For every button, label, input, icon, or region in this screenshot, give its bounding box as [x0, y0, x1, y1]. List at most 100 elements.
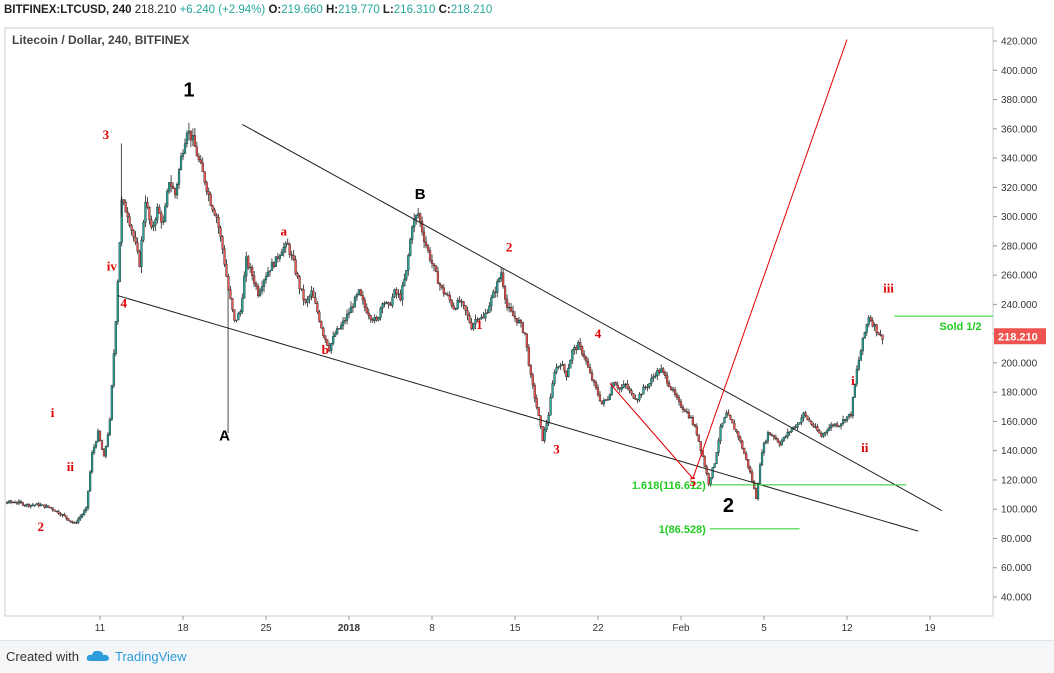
y-tick-label: 400.000	[1001, 66, 1038, 77]
wave-label-minor: iv	[107, 259, 118, 274]
candle-body	[413, 218, 416, 228]
y-tick-label: 140.000	[1001, 446, 1038, 457]
candle-body	[498, 278, 501, 282]
candle-body	[233, 309, 236, 321]
candle-body	[403, 278, 406, 286]
candle-body	[116, 281, 119, 322]
candle-body	[29, 504, 32, 507]
candle-body	[170, 182, 173, 187]
candle-body	[579, 342, 582, 347]
candle-body	[156, 206, 159, 221]
candle-body	[61, 514, 64, 516]
candle-body	[23, 504, 27, 507]
candle-body	[361, 295, 364, 301]
candle-body	[470, 322, 473, 330]
candle-body	[592, 379, 596, 383]
sold-label: Sold 1/2	[939, 321, 981, 333]
x-tick-label: 18	[177, 623, 189, 634]
candle-body	[253, 275, 256, 284]
candle-body	[774, 436, 777, 440]
candle-body	[624, 383, 627, 386]
candle-body	[535, 398, 538, 408]
candle-body	[616, 384, 619, 389]
candle-body	[39, 504, 42, 507]
candle-body	[334, 333, 337, 337]
candle-body	[693, 424, 696, 427]
candle-body	[630, 390, 633, 394]
candle-body	[160, 212, 163, 223]
candle-body	[96, 430, 100, 443]
candle-body	[515, 318, 519, 324]
candle-body	[94, 441, 98, 448]
chart-canvas[interactable]: 40.000 60.000 80.000 100.000 120.000 140.000 1…	[0, 20, 1054, 640]
candle-body	[788, 431, 791, 433]
candle-body	[90, 452, 94, 473]
candle-body	[367, 312, 370, 316]
candle-body	[650, 378, 653, 384]
candle-body	[670, 386, 673, 390]
y-tick-label: 280.000	[1001, 241, 1038, 252]
candle-body	[875, 324, 878, 333]
candle-body	[551, 383, 554, 398]
candle-body	[545, 422, 548, 430]
candle-body	[31, 504, 34, 506]
candle-body	[620, 387, 623, 390]
candle-body	[69, 520, 72, 522]
candle-body	[608, 394, 611, 400]
candle-body	[284, 242, 287, 248]
candle-body	[421, 221, 424, 233]
wave-label-major: A	[219, 427, 230, 444]
candle-body	[648, 383, 651, 388]
candle-body	[286, 242, 289, 245]
candle-body	[43, 504, 46, 508]
candle-body	[820, 432, 823, 437]
y-tick-label: 60.000	[1001, 563, 1032, 574]
y-tick-label: 120.000	[1001, 475, 1038, 486]
candle-body	[553, 372, 556, 384]
candle-body	[454, 308, 457, 310]
candle-body	[173, 188, 177, 196]
candle-body	[440, 284, 443, 289]
candle-body	[731, 419, 734, 424]
candle-body	[729, 415, 732, 420]
candle-body	[784, 436, 787, 438]
candle-body	[434, 265, 438, 272]
candle-body	[547, 415, 550, 424]
candle-body	[71, 521, 74, 523]
open-label: O:	[268, 4, 282, 16]
candle-body	[847, 413, 851, 417]
candle-body	[217, 217, 220, 228]
candle-body	[85, 507, 88, 512]
candle-body	[448, 294, 451, 301]
candle-body	[355, 294, 359, 298]
candle-body	[764, 440, 768, 444]
candle-body	[743, 448, 746, 454]
candle-body	[189, 130, 193, 141]
candle-body	[638, 394, 641, 401]
candle-body	[590, 372, 594, 381]
candle-body	[25, 503, 28, 506]
candle-body	[760, 452, 764, 466]
candle-body	[45, 505, 48, 508]
candle-body	[419, 213, 422, 222]
candle-body	[511, 310, 515, 317]
candle-body	[806, 415, 809, 420]
candle-body	[640, 393, 643, 396]
candle-body	[19, 501, 23, 503]
candle-body	[715, 452, 718, 464]
candle-body	[509, 307, 513, 312]
candle-body	[754, 488, 758, 499]
candle-body	[292, 255, 295, 260]
tradingview-link[interactable]: TradingView	[115, 649, 187, 664]
candle-body	[679, 401, 683, 408]
candle-body	[375, 317, 378, 321]
created-with-text: Created with	[6, 649, 79, 664]
candle-body	[302, 289, 305, 301]
candle-body	[867, 317, 870, 325]
candle-body	[237, 313, 240, 321]
candle-body	[871, 320, 874, 327]
candle-body	[338, 328, 341, 330]
candle-body	[612, 382, 615, 387]
candle-body	[365, 307, 368, 314]
candle-body	[191, 135, 194, 141]
